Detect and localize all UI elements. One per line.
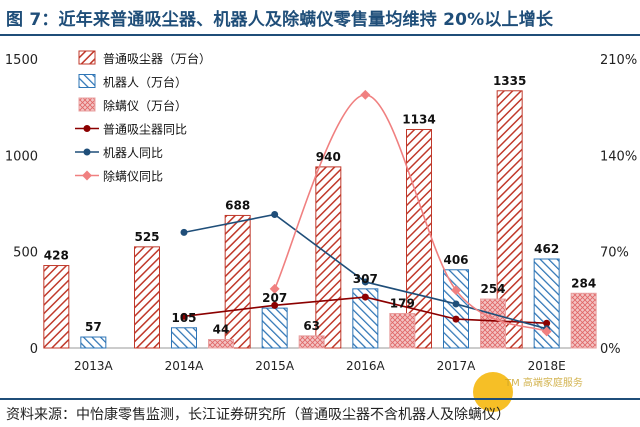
bar-2-2015A — [261, 307, 288, 349]
bar-1-2016A — [315, 166, 342, 349]
left-axis-tick-0: 0 — [30, 342, 38, 357]
line-series-3 — [273, 93, 547, 333]
line-3-point — [269, 283, 280, 294]
watermark-logo — [473, 372, 513, 412]
left-axis-tick-500: 500 — [13, 246, 38, 261]
data-label-1-2017A: 1134 — [402, 113, 435, 127]
x-axis-tick-2017A: 2017A — [437, 359, 477, 373]
legend-swatch-1 — [78, 50, 96, 65]
data-label-2-2018E: 462 — [534, 242, 559, 256]
line-1-point — [271, 301, 279, 309]
x-axis-tick-2016A: 2016A — [346, 359, 386, 373]
source-bar: 资料来源：中怡康零售监测，长江证券研究所（普通吸尘器不含机器人及除螨仪） — [0, 398, 640, 427]
data-label-1-2014A: 525 — [134, 230, 159, 244]
data-label-2-2014A: 105 — [171, 311, 196, 325]
data-label-1-2018E: 1335 — [493, 74, 526, 88]
x-axis-tick-2018E: 2018E — [528, 359, 566, 373]
data-label-3-2015A: 63 — [303, 319, 320, 333]
legend-marker-3 — [82, 170, 92, 181]
data-label-1-2013A: 428 — [44, 249, 69, 263]
bar-1-2015A — [224, 214, 251, 349]
bar-3-2014A — [208, 339, 234, 349]
right-axis-tick-0%: 0% — [600, 342, 621, 357]
data-label-3-2017A: 254 — [480, 282, 505, 296]
left-axis-tick-1000: 1000 — [5, 149, 38, 164]
chart: 0 500 1000 1500 0% 70% 140% 210% 2013A 2014A 2015A… — [5, 50, 637, 373]
bar-2-2014A — [171, 327, 197, 349]
watermark-text: TM 高端家庭服务 — [505, 378, 583, 389]
lines — [180, 89, 552, 337]
line-1-point — [180, 312, 188, 320]
data-label-3-2018E: 284 — [571, 276, 596, 290]
bar-1-2014A — [134, 246, 160, 349]
chart-title: 图 7：近年来普通吸尘器、机器人及除螨仪零售量均维持 20%以上增长 — [6, 10, 554, 30]
bar-2-2017A — [443, 269, 469, 349]
legend-label-3: 除螨仪（万台） — [103, 98, 187, 113]
source-note: 资料来源：中怡康零售监测，长江证券研究所（普通吸尘器不含机器人及除螨仪） — [6, 407, 510, 423]
bar-3-2016A — [389, 313, 416, 349]
data-label-3-2016A: 179 — [390, 297, 415, 311]
line-1-point — [452, 315, 460, 323]
data-label-2-2013A: 57 — [85, 320, 102, 334]
line-1-point — [361, 293, 369, 301]
legend-marker-1 — [83, 125, 91, 132]
legend-label-6: 除螨仪同比 — [103, 169, 163, 184]
right-axis-tick-210%: 210% — [600, 53, 637, 68]
line-2-point — [361, 278, 369, 286]
legend-marker-2 — [83, 148, 91, 156]
right-axis-tick-140%: 140% — [600, 149, 637, 164]
x-axis-tick-2013A: 2013A — [74, 359, 114, 373]
line-2-point — [452, 300, 460, 308]
right-axis-tick-70%: 70% — [600, 246, 629, 261]
data-label-1-2015A: 688 — [225, 198, 250, 212]
left-axis-tick-1500: 1500 — [5, 53, 38, 68]
bar-2-2013A — [80, 336, 107, 349]
line-3-point — [541, 326, 552, 337]
x-axis-tick-2014A: 2014A — [165, 359, 205, 373]
legend-swatch-3 — [78, 97, 96, 112]
bar-1-2013A — [43, 265, 70, 349]
data-label-2-2017A: 406 — [443, 253, 468, 267]
data-label-2-2015A: 207 — [262, 291, 287, 305]
legend-label-4: 普通吸尘器同比 — [103, 123, 187, 137]
legend-label-2: 机器人（万台） — [103, 75, 187, 90]
data-label-1-2016A: 940 — [316, 150, 341, 164]
legend-label-5: 机器人同比 — [103, 146, 163, 160]
line-3-point — [360, 89, 371, 100]
line-1-point — [543, 319, 551, 327]
data-label-2-2016A: 307 — [353, 272, 378, 286]
bar-3-2015A — [298, 335, 325, 349]
data-labels: 428 525 688 940 1134 1335 57 105 207 307 406 462 44 6… — [44, 74, 596, 337]
data-label-3-2014A: 44 — [213, 323, 230, 337]
legend-swatch-2 — [78, 74, 96, 88]
axes: 0 500 1000 1500 0% 70% 140% 210% 2013A 2014A 2015A… — [5, 53, 637, 373]
x-axis-tick-2015A: 2015A — [255, 359, 295, 373]
line-3-point — [451, 285, 461, 296]
bar-3-2018E — [570, 292, 597, 349]
title-bar: 图 7：近年来普通吸尘器、机器人及除螨仪零售量均维持 20%以上增长 — [0, 0, 640, 36]
line-2-point — [271, 211, 279, 219]
line-2-point — [180, 228, 188, 236]
bar-3-2017A — [480, 298, 506, 349]
legend-label-1: 普通吸尘器（万台） — [103, 51, 211, 66]
